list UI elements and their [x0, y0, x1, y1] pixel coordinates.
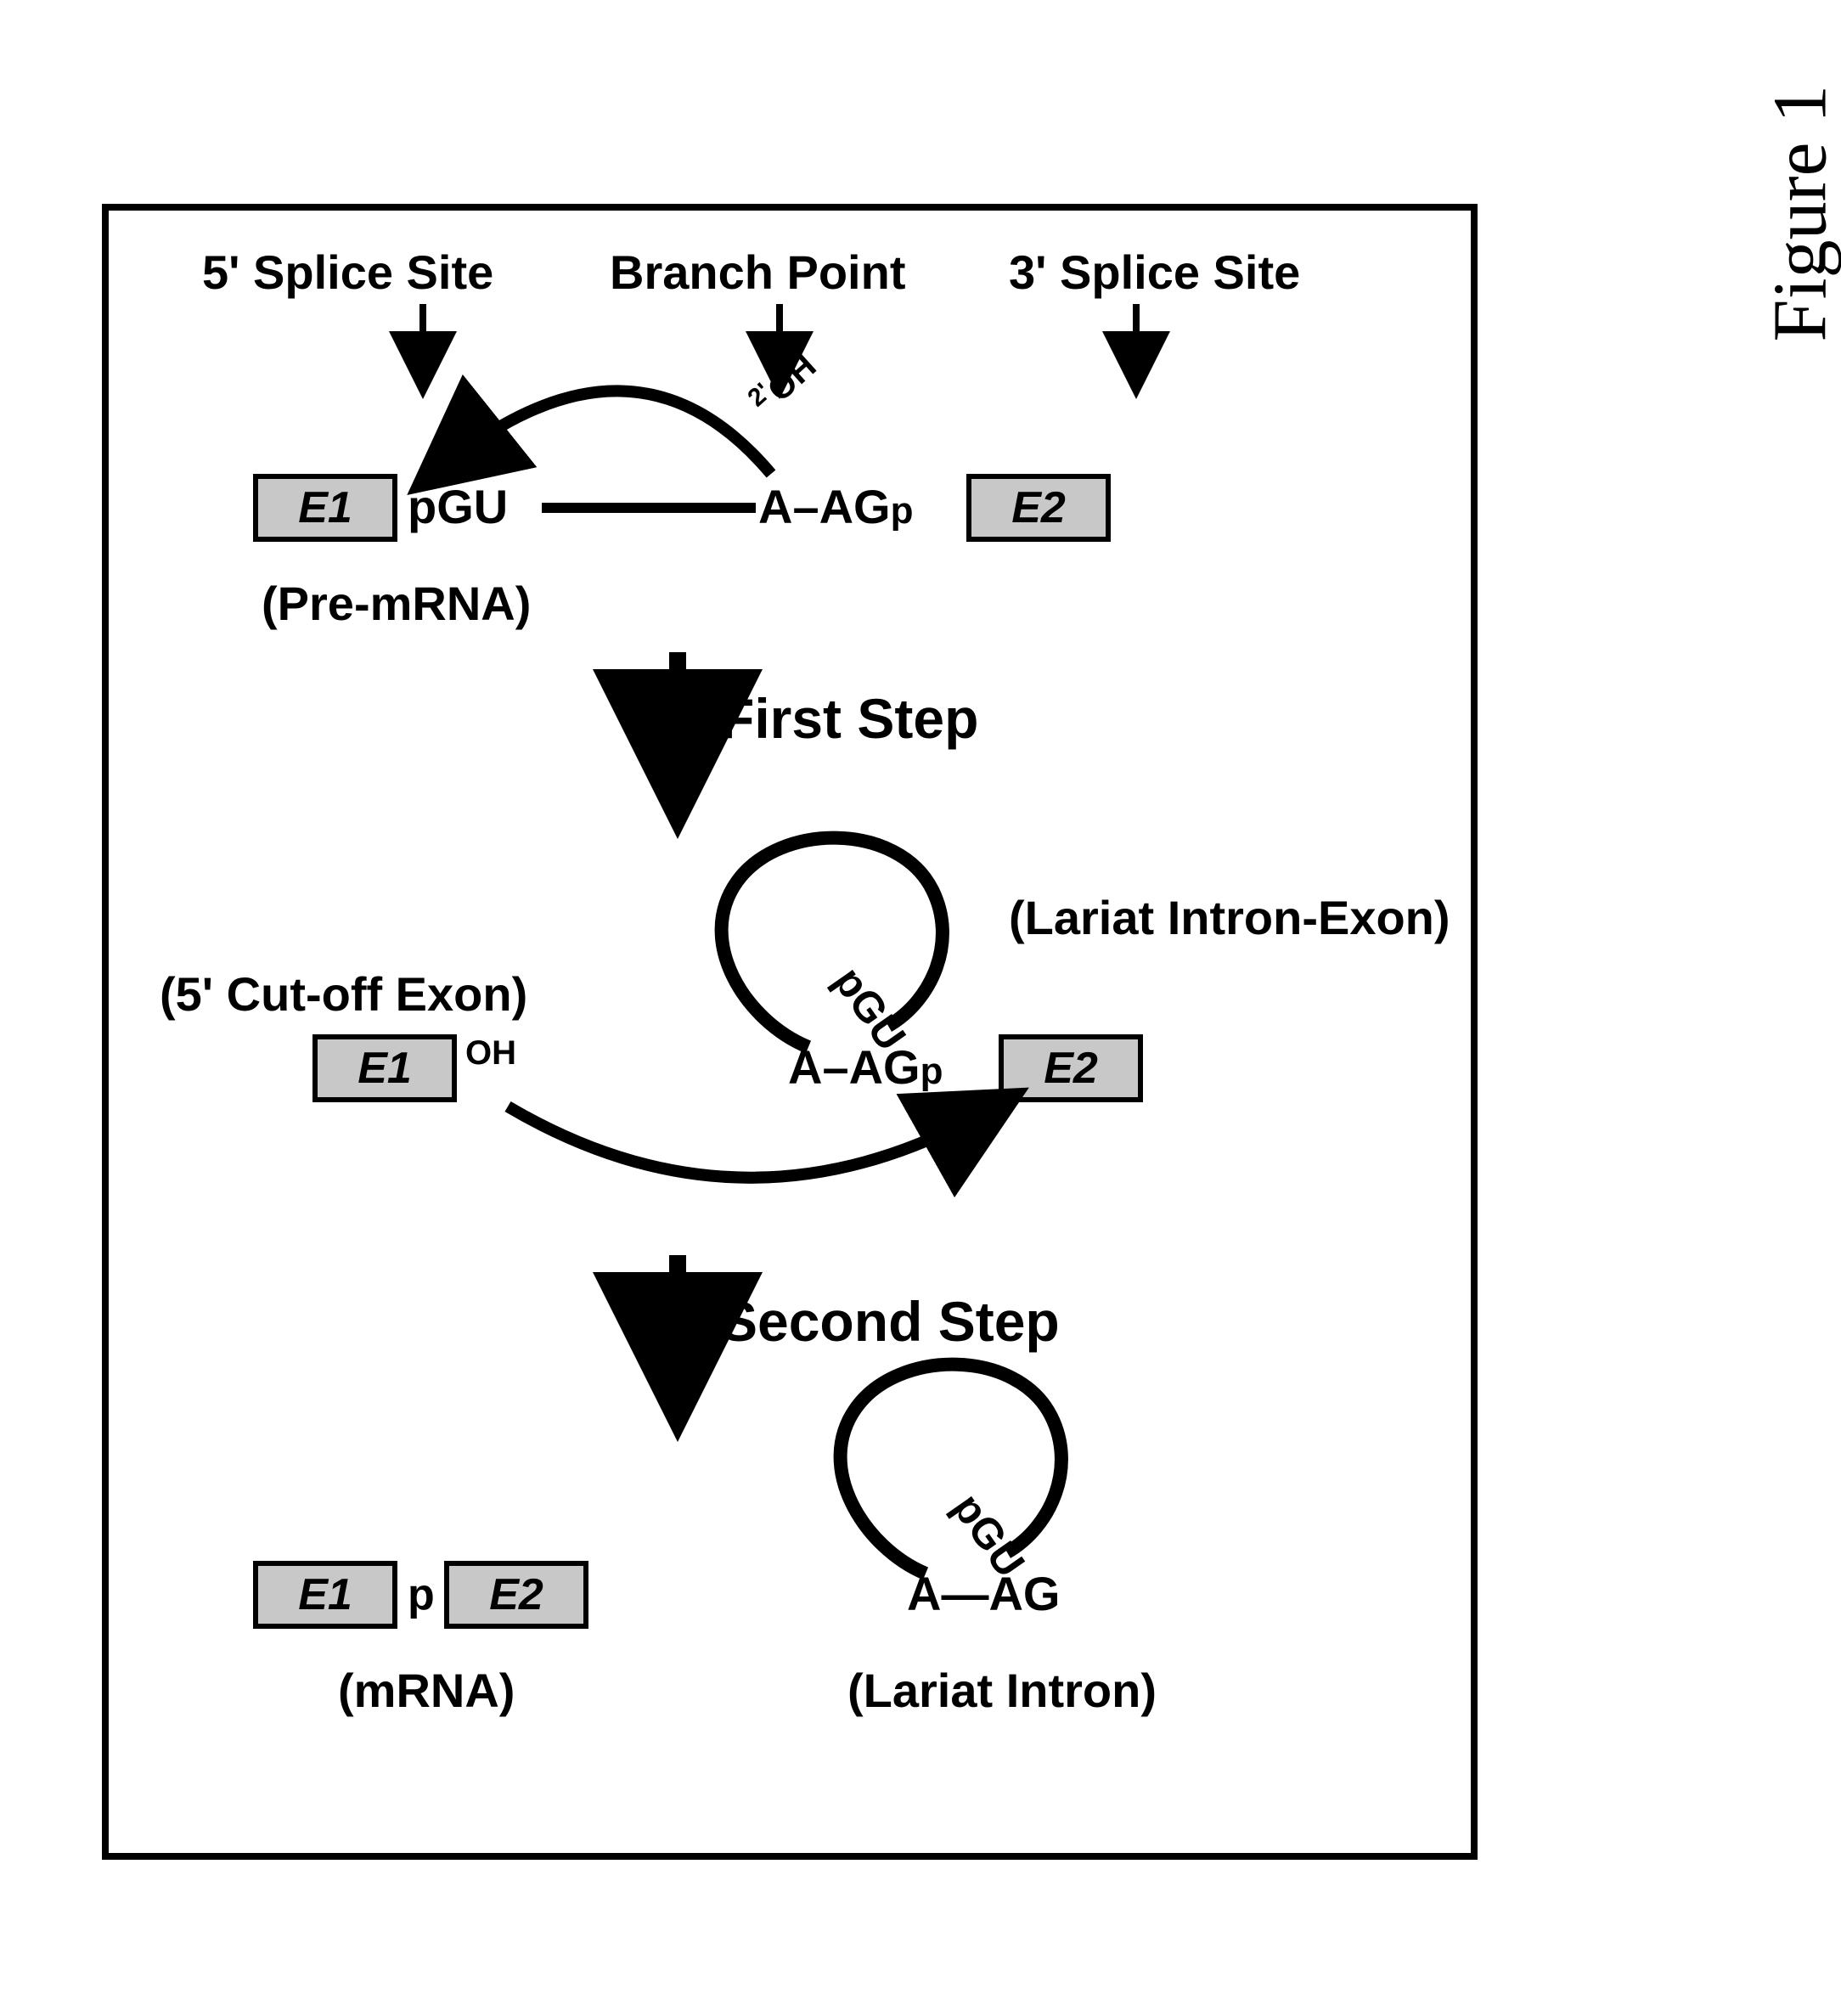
figure-title: Figure 1: [1756, 85, 1841, 341]
diagram-frame: 5' Splice Site Branch Point 3' Splice Si…: [102, 204, 1478, 1860]
label-lariat-intron: (Lariat Intron): [847, 1663, 1157, 1718]
lariat-loop-bot: [109, 211, 1471, 1853]
diagram-canvas: 5' Splice Site Branch Point 3' Splice Si…: [109, 211, 1471, 1853]
